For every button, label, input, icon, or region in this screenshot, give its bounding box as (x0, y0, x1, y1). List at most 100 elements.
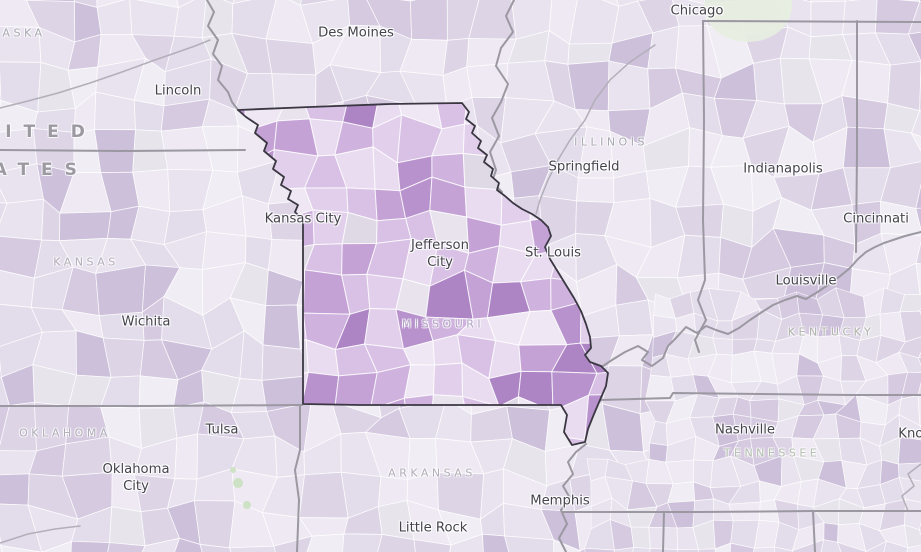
county-shape (70, 540, 110, 552)
county-shape (576, 177, 615, 204)
county-shape (791, 539, 825, 552)
county-shape (915, 183, 921, 209)
county-shape (903, 524, 921, 549)
county-shape (174, 433, 199, 480)
missouri-outline (237, 102, 609, 446)
county-shape (59, 211, 112, 242)
county-shape (201, 0, 234, 39)
county-shape (865, 540, 887, 552)
county-shape (466, 62, 509, 99)
county-shape (753, 57, 785, 105)
county-shape (615, 299, 654, 337)
county-shape (907, 1, 921, 35)
county-shape (898, 351, 921, 373)
state-border-line (855, 20, 858, 253)
county-shape (0, 198, 44, 241)
county-shape (107, 542, 146, 552)
county-shape (729, 542, 755, 552)
county-shape (193, 500, 236, 549)
county-shape (265, 38, 317, 76)
county-shape (820, 539, 842, 552)
county-shape (273, 535, 313, 552)
county-shape (632, 547, 651, 552)
county-shape (883, 128, 921, 169)
county-shape (174, 537, 203, 552)
county-shape (915, 262, 921, 300)
county-shape (432, 362, 464, 397)
county-shape (917, 395, 921, 426)
county-shape (910, 109, 921, 137)
county-shape (298, 471, 349, 519)
county-shape (553, 539, 581, 552)
county-shape (138, 375, 179, 409)
county-shape (677, 549, 699, 552)
county-shape (0, 473, 30, 506)
county-shape (714, 542, 732, 552)
county-shape (630, 526, 651, 549)
county-shape (897, 436, 921, 465)
county-shape (568, 0, 620, 45)
county-shape (637, 0, 647, 2)
county-shape (33, 401, 70, 452)
county-shape (377, 533, 416, 552)
county-shape (141, 537, 181, 552)
county-shape (910, 132, 921, 152)
county-shape (880, 200, 921, 236)
state-border-line (694, 20, 707, 353)
county-shape (774, 546, 794, 552)
state-border-line (0, 149, 246, 152)
county-shape (0, 25, 42, 63)
state-border-line (0, 404, 303, 407)
county-shape (810, 0, 846, 38)
county-shape (607, 60, 651, 112)
county-shape (917, 381, 921, 397)
county-shape (587, 370, 608, 396)
county-shape (567, 60, 610, 112)
state-border-line (812, 510, 816, 552)
county-shape (613, 547, 635, 552)
county-shape (133, 99, 165, 132)
state-border-line (599, 392, 921, 401)
park-patch (243, 501, 251, 509)
county-shape (342, 533, 383, 552)
county-shape (887, 60, 921, 112)
county-shape (199, 543, 232, 552)
county-shape (917, 351, 921, 359)
county-shape (904, 498, 921, 531)
county-shape (98, 311, 145, 341)
county-shape (413, 539, 452, 552)
park-patch (230, 467, 236, 473)
county-shape (584, 547, 615, 552)
county-shape (842, 126, 891, 169)
county-shape (228, 545, 276, 552)
state-border-line (562, 510, 921, 513)
county-shape (504, 535, 555, 552)
county-shape (0, 545, 43, 552)
state-border-line (206, 0, 239, 111)
state-border-line (662, 511, 665, 552)
county-shape (874, 32, 921, 66)
state-border-line (558, 443, 587, 552)
county-shape (697, 548, 716, 552)
state-border-line (294, 405, 301, 552)
county-shape (917, 357, 921, 367)
county-shape (262, 304, 301, 350)
county-shape (306, 533, 345, 552)
river-line (0, 39, 211, 109)
county-shape (906, 544, 921, 552)
county-shape (898, 413, 921, 441)
river-line (901, 463, 921, 512)
county-shape (823, 522, 839, 543)
county-shape (753, 546, 775, 552)
county-shape (907, 31, 921, 62)
county-shape (409, 0, 448, 41)
county-shape (676, 234, 722, 279)
river-line (535, 44, 656, 215)
county-shape (271, 73, 317, 109)
county-shape (482, 533, 510, 552)
county-shape (883, 540, 909, 552)
state-border-line (702, 20, 921, 23)
